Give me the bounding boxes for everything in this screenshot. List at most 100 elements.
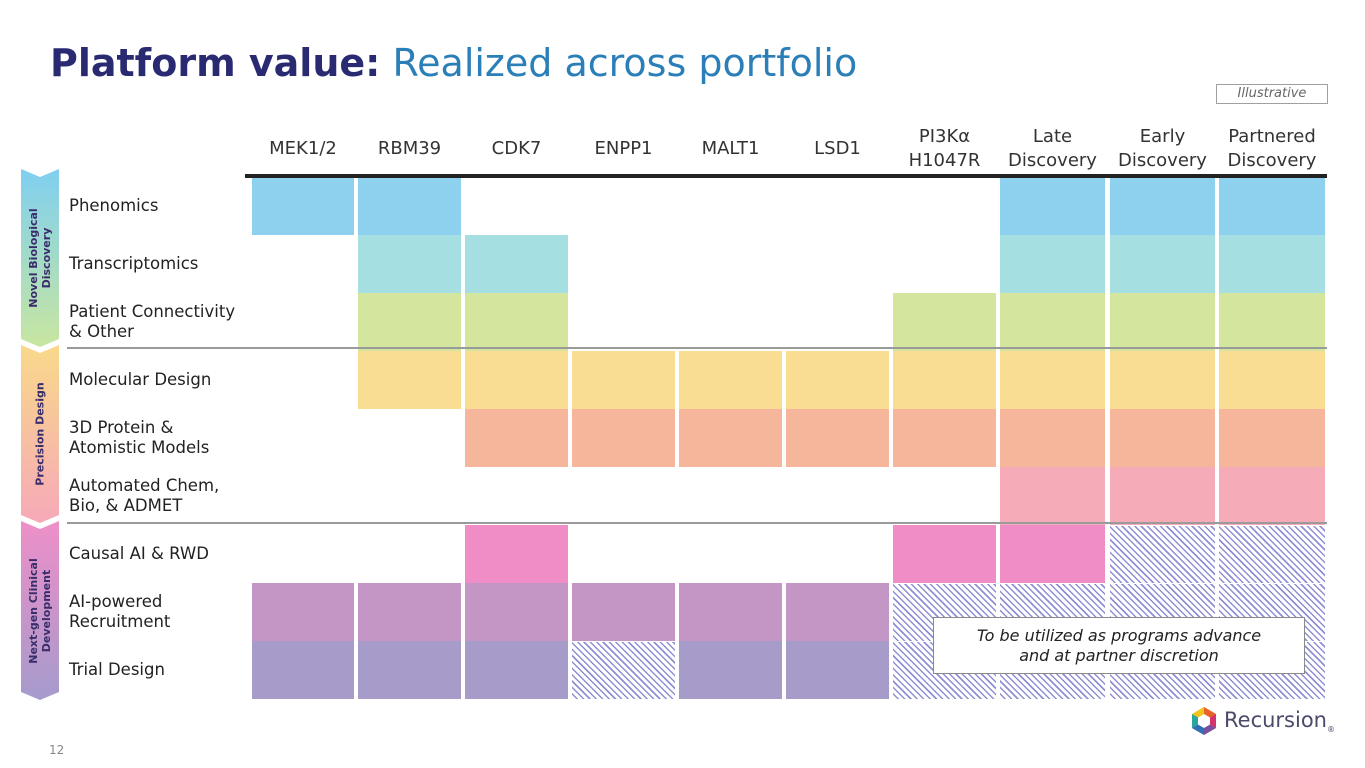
capability-cell <box>572 409 675 467</box>
title-light: Realized across portfolio <box>392 41 858 85</box>
title-bold: Platform value: <box>50 41 381 85</box>
column-header-text: MALT1 <box>702 137 760 161</box>
capability-cell <box>1219 467 1325 525</box>
column-header-line: RBM39 <box>377 138 442 159</box>
column-header-line: Discovery <box>1008 150 1097 171</box>
row-label-line: Patient Connectivity <box>69 302 236 321</box>
capability-cell <box>1000 177 1105 235</box>
row-label-text: Molecular Design <box>69 370 211 390</box>
capability-cell <box>358 235 461 293</box>
column-header: Partnered Discovery <box>1216 124 1328 174</box>
row-label: Molecular Design <box>69 351 211 409</box>
column-header: MEK1/2 <box>249 124 357 174</box>
capability-cell <box>252 641 354 699</box>
column-header-line: ENPP1 <box>594 138 653 159</box>
logo-text: Recursion <box>1224 707 1327 732</box>
future-use-cell <box>1219 526 1325 583</box>
capability-cell <box>786 583 889 641</box>
column-header-line: Discovery <box>1118 150 1207 171</box>
column-header: LSD1 <box>783 124 892 174</box>
column-header: Late Discovery <box>997 124 1108 174</box>
capability-cell <box>893 293 996 351</box>
column-header-text: LSD1 <box>814 137 861 161</box>
recursion-logo: Recursion® <box>1190 705 1335 737</box>
segment-banner <box>21 169 59 347</box>
row-label-line: Atomistic Models <box>69 438 210 457</box>
row-label: Automated Chem, Bio, & ADMET <box>69 467 219 525</box>
row-label: Patient Connectivity & Other <box>69 293 235 351</box>
row-label-text: Trial Design <box>69 660 165 680</box>
capability-cell <box>679 583 782 641</box>
capability-cell <box>679 641 782 699</box>
row-label: AI-powered Recruitment <box>69 583 170 641</box>
row-label-line: Molecular Design <box>69 370 212 389</box>
column-header-line: CDK7 <box>491 138 542 159</box>
row-label-text: Causal AI & RWD <box>69 544 209 564</box>
note-line-2: and at partner discretion <box>1019 645 1219 665</box>
capability-cell <box>572 583 675 641</box>
row-label-line: Trial Design <box>69 660 165 679</box>
capability-cell <box>1000 525 1105 583</box>
capability-cell <box>358 351 461 409</box>
capability-cell <box>1219 409 1325 467</box>
capability-cell <box>1110 293 1215 351</box>
column-header: RBM39 <box>355 124 464 174</box>
segment-label: Next-gen Clinical Development <box>27 558 53 664</box>
column-header-line: MEK1/2 <box>269 138 337 159</box>
row-label-line: Bio, & ADMET <box>69 496 183 515</box>
logo-wordmark: Recursion® <box>1224 708 1335 734</box>
recursion-logo-icon <box>1192 707 1216 735</box>
column-header-line: PI3Kα <box>918 126 971 147</box>
row-label: 3D Protein & Atomistic Models <box>69 409 209 467</box>
logo-registered-mark: ® <box>1327 725 1335 735</box>
capability-cell <box>465 351 568 409</box>
capability-cell <box>465 583 568 641</box>
row-label-line: 3D Protein & <box>69 418 174 437</box>
capability-cell <box>893 351 996 409</box>
row-label-text: Phenomics <box>69 196 158 216</box>
row-label-text: 3D Protein & Atomistic Models <box>69 418 209 458</box>
capability-cell <box>358 641 461 699</box>
capability-cell <box>358 177 461 235</box>
segment-banner <box>21 345 59 523</box>
segment-label-line: Novel Biological <box>27 208 40 308</box>
capability-cell <box>679 409 782 467</box>
section-divider <box>67 522 1327 524</box>
capability-cell <box>465 409 568 467</box>
row-label-line: Causal AI & RWD <box>69 544 209 563</box>
capability-cell <box>572 351 675 409</box>
segment-label-line: Precision Design <box>33 382 47 486</box>
row-label-line: AI-powered <box>69 592 163 611</box>
column-header-line: Late <box>1032 126 1073 147</box>
column-header-line: LSD1 <box>814 138 861 159</box>
illustrative-badge: Illustrative <box>1216 84 1328 104</box>
segment-banner <box>21 521 59 700</box>
column-header-text: Partnered Discovery <box>1228 125 1317 173</box>
column-header-text: PI3Kα H1047R <box>909 125 981 173</box>
column-header: PI3Kα H1047R <box>890 124 999 174</box>
capability-cell <box>1110 351 1215 409</box>
row-label: Phenomics <box>69 177 158 235</box>
column-header-line: MALT1 <box>701 138 760 159</box>
page-title: Platform value: Realized across portfoli… <box>50 40 857 86</box>
capability-cell <box>893 525 996 583</box>
row-label: Transcriptomics <box>69 235 198 293</box>
column-header-text: Early Discovery <box>1118 125 1207 173</box>
column-header-text: Late Discovery <box>1008 125 1097 173</box>
row-label-text: Transcriptomics <box>69 254 198 274</box>
segment-label-line: Next-gen Clinical <box>27 557 40 664</box>
section-divider <box>67 347 1327 349</box>
row-label-text: Patient Connectivity & Other <box>69 302 235 342</box>
row-label-line: Recruitment <box>69 612 171 631</box>
row-label: Causal AI & RWD <box>69 525 209 583</box>
capability-cell <box>358 583 461 641</box>
capability-cell <box>252 177 354 235</box>
column-header-text: CDK7 <box>492 137 542 161</box>
capability-cell <box>465 293 568 351</box>
column-header-line: H1047R <box>908 150 981 171</box>
capability-cell <box>358 293 461 351</box>
capability-cell <box>1219 293 1325 351</box>
row-label-line: & Other <box>69 322 134 341</box>
row-label-text: AI-powered Recruitment <box>69 592 170 632</box>
capability-cell <box>1219 177 1325 235</box>
